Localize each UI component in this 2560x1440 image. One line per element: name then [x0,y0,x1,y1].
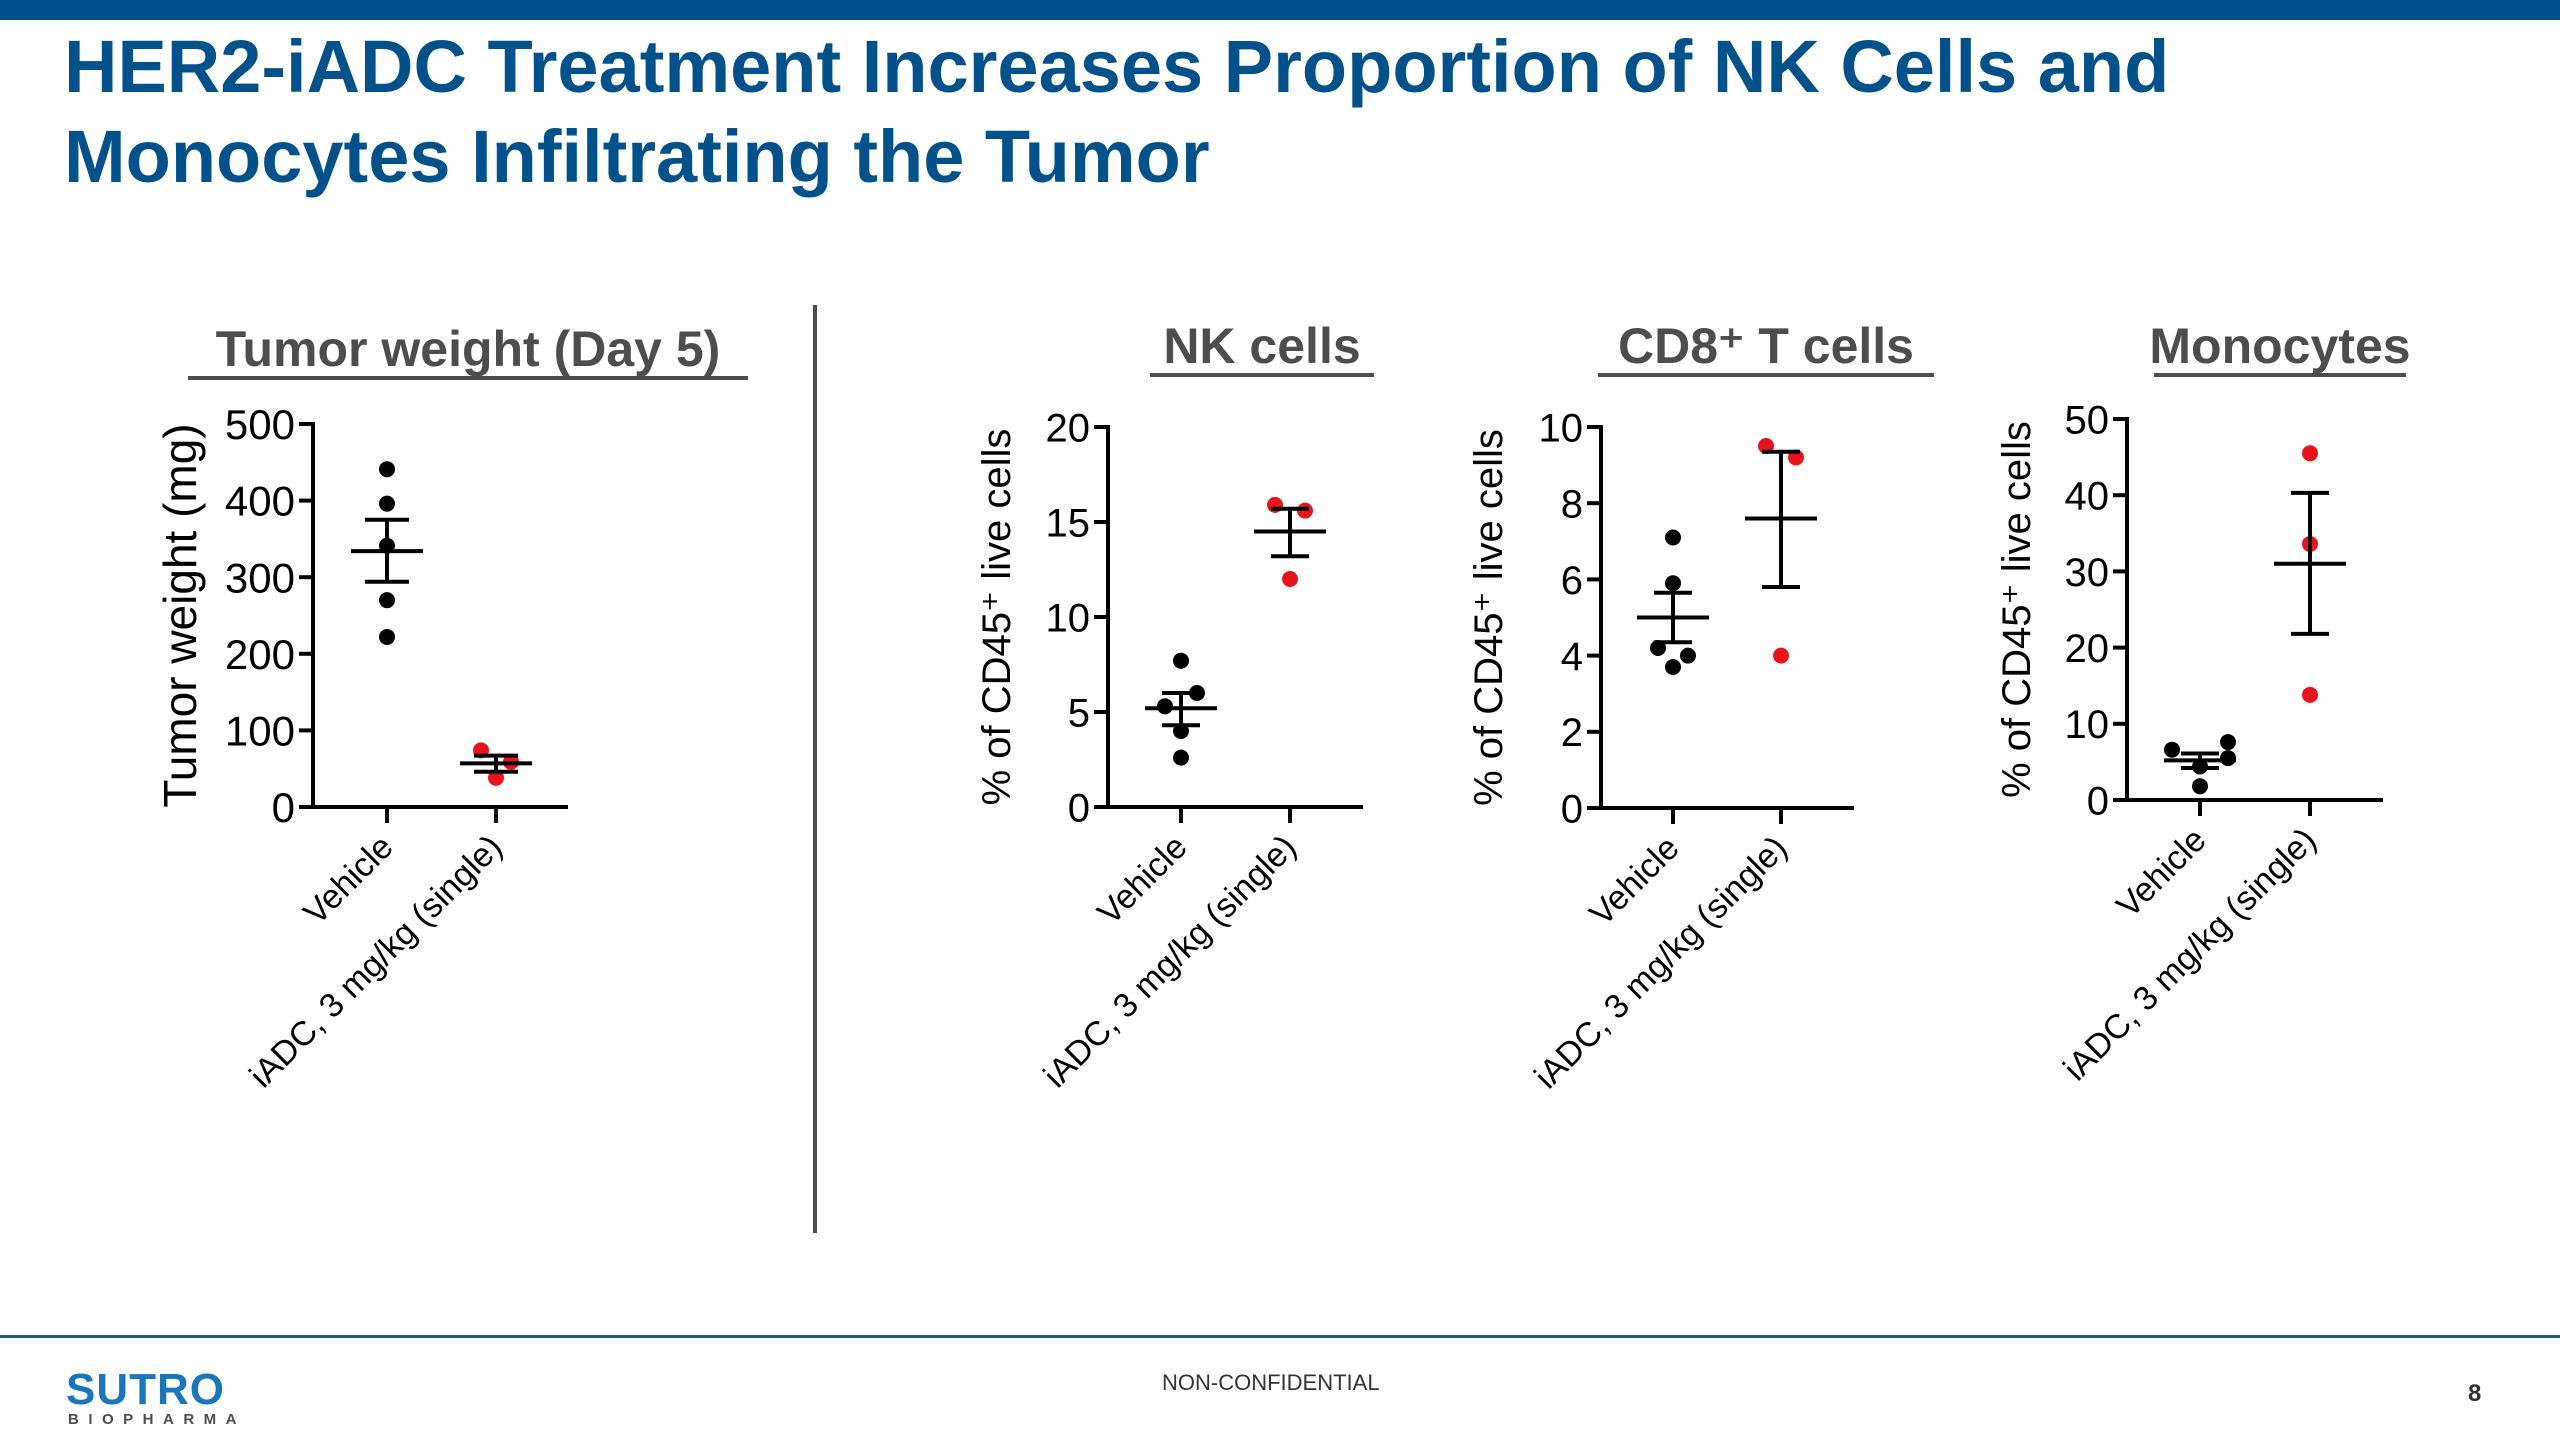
data-point-iadc [1773,647,1789,664]
y-tick-label: 8 [1561,483,1583,527]
y-tick-label: 100 [225,708,295,755]
data-point-vehicle [379,592,395,609]
data-point-iadc [2302,686,2318,703]
data-point-vehicle [1680,647,1696,664]
data-point-iadc [488,769,504,786]
y-tick-label: 30 [2065,551,2110,595]
data-point-vehicle [1665,529,1681,546]
data-point-iadc [2302,445,2318,462]
y-tick-label: 40 [2065,475,2110,519]
y-tick-label: 6 [1561,559,1583,603]
data-point-vehicle [379,461,395,478]
y-tick-label: 5 [1068,691,1090,735]
data-point-vehicle [1665,659,1681,676]
y-tick-label: 0 [1068,786,1090,830]
y-tick-label: 15 [1046,501,1091,545]
data-point-vehicle [1665,575,1681,592]
data-point-vehicle [1173,652,1189,669]
slide-title: HER2-iADC Treatment Increases Proportion… [64,22,2464,202]
x-tick-label: Vehicle [1582,829,1686,933]
data-point-vehicle [1173,749,1189,766]
panel-title: Monocytes [2149,318,2410,374]
y-axis-label: % of CD45⁺ live cells [975,429,1019,806]
data-point-vehicle [2164,741,2180,758]
data-point-vehicle [379,628,395,645]
y-tick-label: 200 [225,631,295,678]
panel-title: CD8⁺ T cells [1618,318,1914,374]
y-tick-label: 0 [272,784,295,831]
y-axis-label: Tumor weight (mg) [154,423,206,807]
y-tick-label: 20 [2065,627,2110,671]
classification-label: NON-CONFIDENTIAL [1162,1370,1380,1395]
slide-title-line-1: HER2-iADC Treatment Increases Proportion… [64,25,2170,108]
panel-title: Tumor weight (Day 5) [216,321,721,377]
y-tick-label: 2 [1561,711,1583,755]
y-tick-label: 500 [225,401,295,448]
y-tick-label: 300 [225,554,295,601]
top-accent-bar [0,0,2560,20]
y-axis-label: % of CD45⁺ live cells [1995,421,2039,798]
data-point-iadc [1282,571,1298,587]
y-tick-label: 10 [1539,406,1584,450]
x-tick-label: Vehicle [1090,828,1194,932]
y-tick-label: 400 [225,478,295,525]
y-tick-label: 4 [1561,635,1583,679]
y-tick-label: 0 [2087,779,2109,823]
logo-wordmark: SUTRO [66,1365,225,1414]
x-tick-label: Vehicle [2109,821,2213,925]
data-point-vehicle [2192,778,2208,795]
y-tick-label: 0 [1561,787,1583,831]
x-tick-label: Vehicle [296,828,400,932]
footer-rule [0,1335,2560,1338]
y-axis-label: % of CD45⁺ live cells [1467,429,1511,806]
company-logo: SUTRO BIOPHARMA [66,1368,256,1428]
page-number: 8 [2468,1380,2482,1407]
y-tick-label: 50 [2065,398,2110,442]
y-tick-label: 10 [2065,703,2110,747]
data-point-vehicle [379,495,395,512]
data-point-vehicle [2220,734,2236,751]
logo-subtitle: BIOPHARMA [68,1411,246,1428]
y-tick-label: 10 [1046,596,1091,640]
panel-title: NK cells [1163,318,1360,374]
slide-title-line-2: Monocytes Infiltrating the Tumor [64,115,1210,198]
panel-divider [813,305,817,1233]
data-point-vehicle [2220,750,2236,767]
y-tick-label: 20 [1046,406,1091,450]
